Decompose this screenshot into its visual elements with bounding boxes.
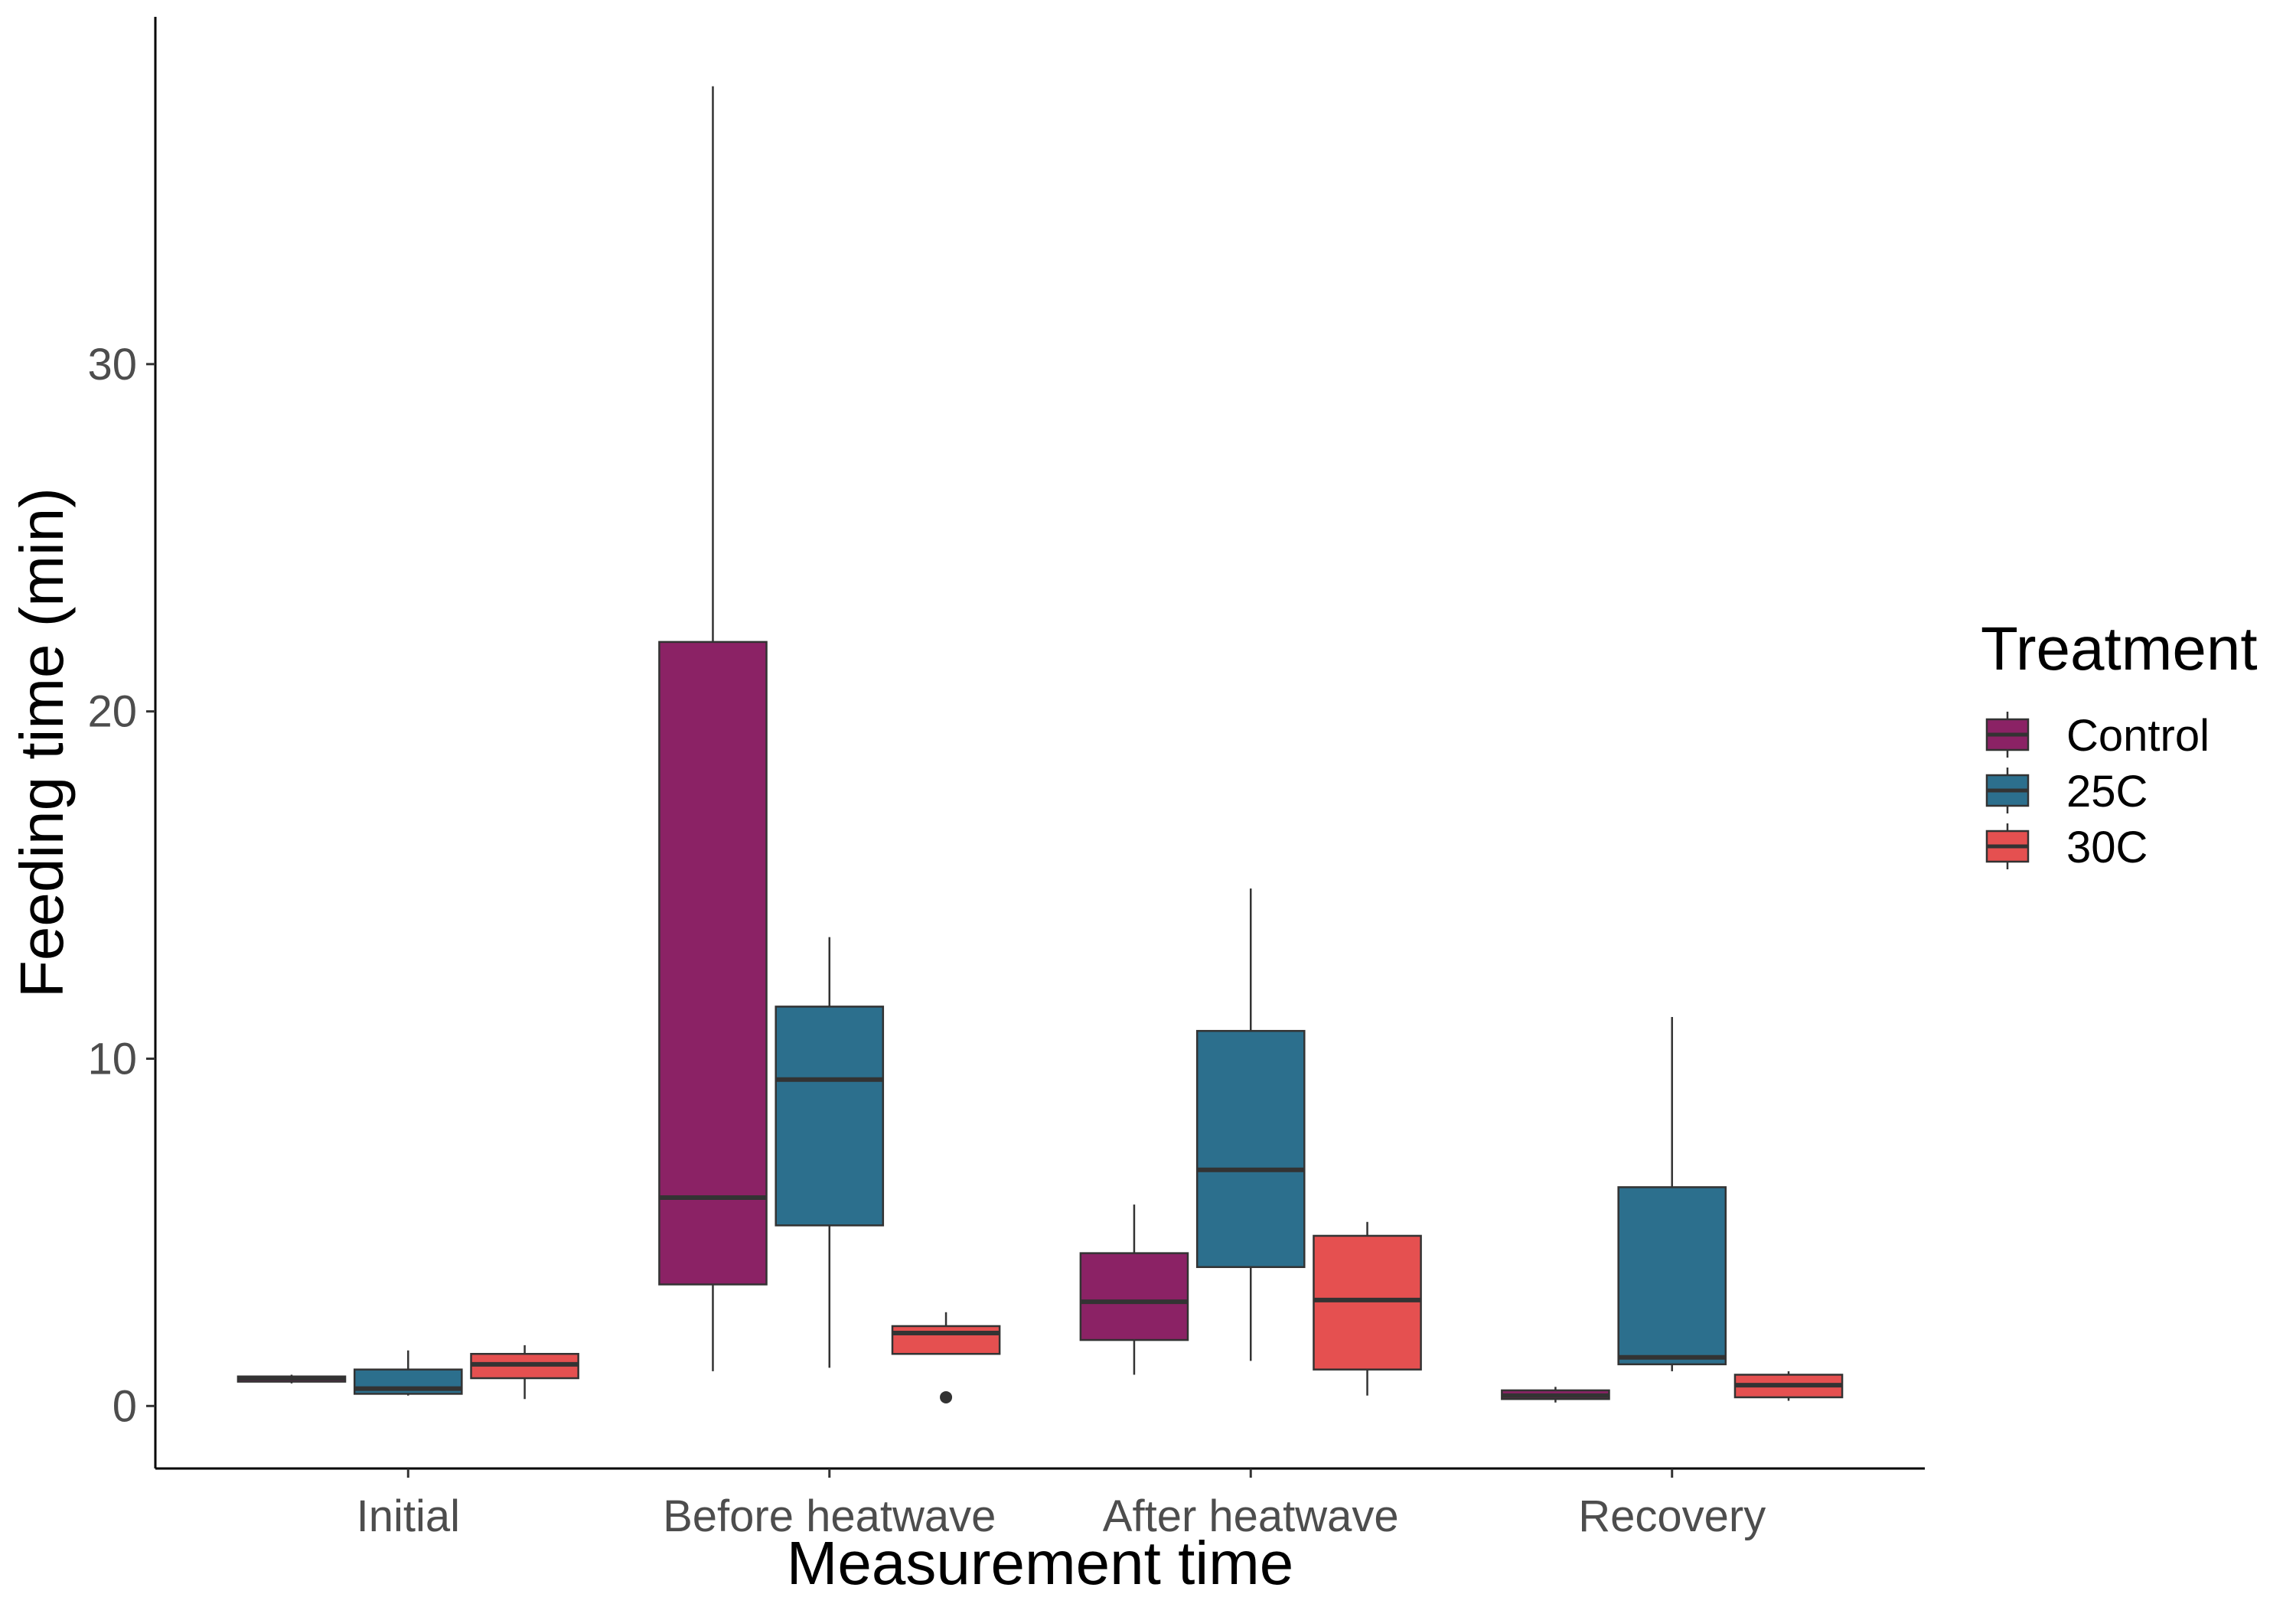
legend-items: Control 25C 30C bbox=[1985, 711, 2210, 872]
box-iqr bbox=[1195, 1029, 1306, 1269]
y-tick-label: 30 bbox=[87, 340, 137, 390]
x-axis-ticks: Initial Before heatwave After heatwave Reco… bbox=[357, 1468, 1766, 1541]
legend: Treatment Control 25C 30C bbox=[1981, 614, 2258, 872]
legend-label: Control bbox=[2066, 711, 2210, 761]
box-iqr bbox=[658, 641, 768, 1286]
y-tick-label: 10 bbox=[87, 1034, 137, 1084]
legend-item-Control: Control bbox=[1985, 711, 2210, 761]
boxplot-25C-3 bbox=[1617, 1017, 1727, 1371]
legend-item-30C: 30C bbox=[1985, 823, 2148, 872]
boxplot-Control-0 bbox=[236, 1374, 347, 1384]
boxplot-Control-1 bbox=[658, 86, 768, 1371]
legend-label: 30C bbox=[2066, 823, 2148, 872]
y-axis-ticks: 0 10 20 30 bbox=[87, 340, 155, 1431]
x-tick-label: After heatwave bbox=[1103, 1491, 1399, 1541]
x-tick-label: Recovery bbox=[1578, 1491, 1766, 1541]
box-iqr bbox=[891, 1325, 1001, 1355]
y-tick-label: 0 bbox=[113, 1381, 137, 1431]
box-iqr bbox=[1079, 1252, 1189, 1341]
boxplot-30C-3 bbox=[1733, 1371, 1844, 1401]
boxplot-30C-0 bbox=[470, 1345, 579, 1400]
box-iqr bbox=[775, 1006, 885, 1227]
x-tick-label: Initial bbox=[357, 1491, 460, 1541]
y-tick-label: 20 bbox=[87, 687, 137, 737]
box-iqr bbox=[1313, 1234, 1422, 1371]
boxplot-Control-2 bbox=[1079, 1204, 1189, 1375]
boxplot-30C-1 bbox=[891, 1312, 1001, 1403]
legend-item-25C: 25C bbox=[1985, 767, 2148, 817]
legend-title: Treatment bbox=[1981, 614, 2258, 683]
box-iqr bbox=[1617, 1186, 1727, 1366]
x-tick-label: Before heatwave bbox=[663, 1491, 996, 1541]
boxplot-25C-1 bbox=[775, 937, 885, 1368]
boxplot-25C-2 bbox=[1195, 888, 1306, 1361]
plot-panel bbox=[236, 86, 1844, 1403]
legend-label: 25C bbox=[2066, 767, 2148, 817]
boxplot-Control-3 bbox=[1501, 1387, 1610, 1403]
x-axis-title: Measurement time bbox=[787, 1529, 1293, 1597]
outlier-point bbox=[940, 1390, 953, 1403]
y-axis-title: Feeding time (min) bbox=[8, 487, 76, 998]
boxplot-30C-2 bbox=[1313, 1221, 1422, 1396]
boxplot-25C-0 bbox=[353, 1350, 463, 1396]
